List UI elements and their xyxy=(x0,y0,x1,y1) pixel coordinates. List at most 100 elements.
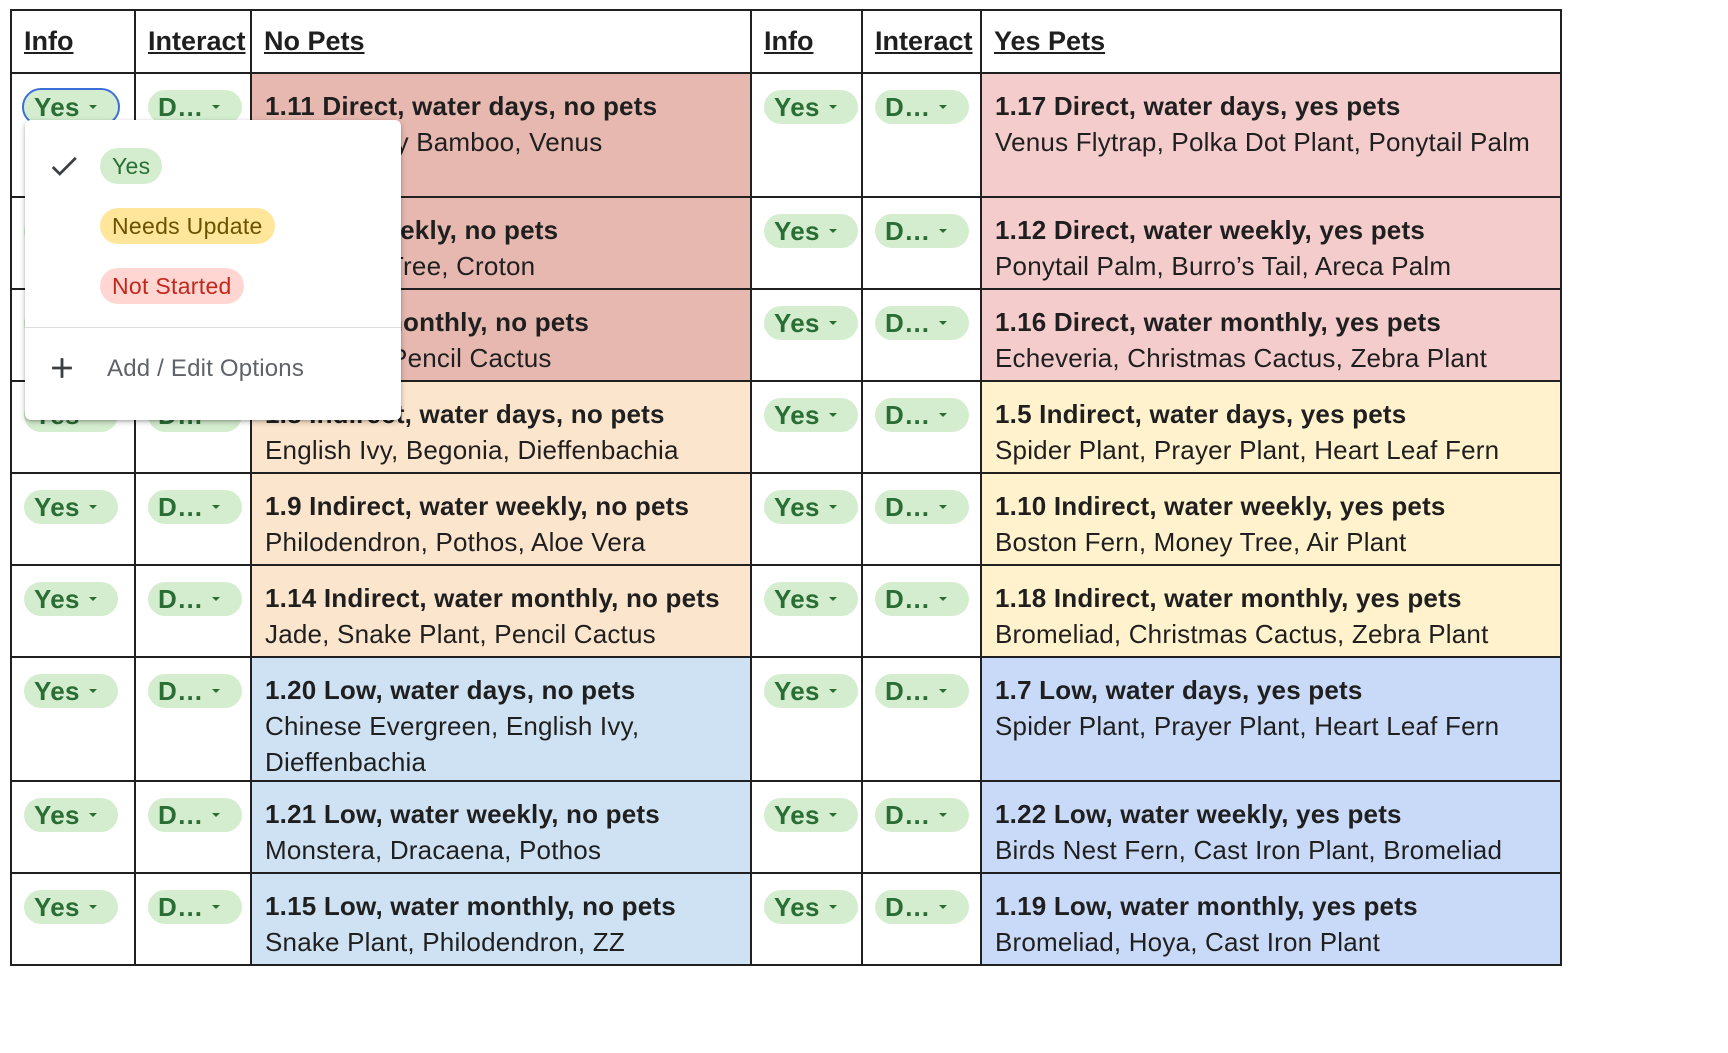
info-left-chip[interactable]: Yes xyxy=(24,674,118,708)
info-left-chip[interactable]: Yes xyxy=(22,88,120,126)
caret-down-icon xyxy=(939,105,948,109)
info-right-chip[interactable]: Yes xyxy=(764,890,858,924)
interact-left-cell[interactable]: D… xyxy=(134,656,252,782)
plant-group-title: 1.7 Low, water days, yes pets xyxy=(995,675,1363,705)
info-left-chip[interactable]: Yes xyxy=(24,798,118,832)
yes-pets-cell[interactable]: 1.22 Low, water weekly, yes pets Birds Ne… xyxy=(980,780,1562,874)
info-left-chip[interactable]: Yes xyxy=(24,890,118,924)
yes-pets-cell[interactable]: 1.7 Low, water days, yes pets Spider Plan… xyxy=(980,656,1562,782)
header-interact-right[interactable]: Interact xyxy=(861,9,982,74)
interact-right-chip[interactable]: D… xyxy=(875,90,969,124)
header-yes-pets[interactable]: Yes Pets xyxy=(980,9,1562,74)
interact-left-cell[interactable]: D… xyxy=(134,780,252,874)
info-right-chip[interactable]: Yes xyxy=(764,214,858,248)
interact-right-chip[interactable]: D… xyxy=(875,490,969,524)
caret-down-icon xyxy=(88,105,97,109)
interact-left-chip[interactable]: D… xyxy=(148,490,242,524)
interact-left-chip[interactable]: D… xyxy=(148,890,242,924)
interact-right-chip[interactable]: D… xyxy=(875,398,969,432)
plant-group-title: 1.19 Low, water monthly, yes pets xyxy=(995,891,1418,921)
yes-pets-cell[interactable]: 1.18 Indirect, water monthly, yes pets Br… xyxy=(980,564,1562,658)
plant-group-title: 1.9 Indirect, water weekly, no pets xyxy=(265,491,690,521)
plant-group-title: 1.22 Low, water weekly, yes pets xyxy=(995,799,1402,829)
interact-right-cell[interactable]: D… xyxy=(861,288,982,382)
plant-list: Spider Plant, Prayer Plant, Heart Leaf F… xyxy=(995,711,1500,741)
no-pets-cell[interactable]: 1.14 Indirect, water monthly, no pets Jad… xyxy=(250,564,752,658)
info-left-cell[interactable]: Yes xyxy=(10,656,136,782)
yes-pets-cell[interactable]: 1.12 Direct, water weekly, yes pets Ponyt… xyxy=(980,196,1562,290)
info-right-chip[interactable]: Yes xyxy=(764,90,858,124)
chip-label: Yes xyxy=(774,399,820,430)
info-left-cell[interactable]: Yes xyxy=(10,472,136,566)
table-row: Yes D… 1.14 Indirect, water monthly, no pe… xyxy=(10,564,1562,658)
option-not-started[interactable]: Not Started xyxy=(100,268,244,304)
chip-label: D… xyxy=(885,891,931,922)
yes-pets-cell[interactable]: 1.19 Low, water monthly, yes pets Bromeli… xyxy=(980,872,1562,966)
option-needs-update[interactable]: Needs Update xyxy=(100,208,275,244)
interact-left-chip[interactable]: D… xyxy=(148,582,242,616)
chip-label: D… xyxy=(885,91,931,122)
info-right-cell[interactable]: Yes xyxy=(750,288,863,382)
info-right-chip[interactable]: Yes xyxy=(764,490,858,524)
info-right-chip[interactable]: Yes xyxy=(764,674,858,708)
info-left-cell[interactable]: Yes xyxy=(10,872,136,966)
interact-left-chip[interactable]: D… xyxy=(148,674,242,708)
yes-pets-cell[interactable]: 1.16 Direct, water monthly, yes pets Eche… xyxy=(980,288,1562,382)
header-interact-left[interactable]: Interact xyxy=(134,9,252,74)
info-right-cell[interactable]: Yes xyxy=(750,72,863,198)
yes-pets-cell[interactable]: 1.5 Indirect, water days, yes pets Spider… xyxy=(980,380,1562,474)
interact-right-chip[interactable]: D… xyxy=(875,674,969,708)
option-yes[interactable]: Yes xyxy=(100,148,163,184)
interact-right-cell[interactable]: D… xyxy=(861,656,982,782)
interact-left-cell[interactable]: D… xyxy=(134,564,252,658)
no-pets-cell[interactable]: 1.15 Low, water monthly, no pets Snake Pl… xyxy=(250,872,752,966)
yes-pets-cell[interactable]: 1.10 Indirect, water weekly, yes pets Bos… xyxy=(980,472,1562,566)
chip-label: D… xyxy=(885,799,931,830)
interact-right-chip[interactable]: D… xyxy=(875,306,969,340)
interact-right-chip[interactable]: D… xyxy=(875,214,969,248)
header-no-pets[interactable]: No Pets xyxy=(250,9,752,74)
info-right-cell[interactable]: Yes xyxy=(750,872,863,966)
header-info-right[interactable]: Info xyxy=(750,9,863,74)
chip-label: D… xyxy=(885,491,931,522)
no-pets-cell[interactable]: 1.9 Indirect, water weekly, no pets Philo… xyxy=(250,472,752,566)
info-left-cell[interactable]: Yes xyxy=(10,564,136,658)
yes-pets-cell[interactable]: 1.17 Direct, water days, yes pets Venus F… xyxy=(980,72,1562,198)
info-right-cell[interactable]: Yes xyxy=(750,380,863,474)
interact-right-chip[interactable]: D… xyxy=(875,890,969,924)
interact-right-chip[interactable]: D… xyxy=(875,582,969,616)
status-table: Info Interact No Pets Info Interact Yes … xyxy=(10,9,1562,966)
interact-right-chip[interactable]: D… xyxy=(875,798,969,832)
interact-right-cell[interactable]: D… xyxy=(861,472,982,566)
no-pets-cell[interactable]: 1.21 Low, water weekly, no pets Monstera,… xyxy=(250,780,752,874)
info-right-chip[interactable]: Yes xyxy=(764,398,858,432)
header-info-left[interactable]: Info xyxy=(10,9,136,74)
interact-right-cell[interactable]: D… xyxy=(861,780,982,874)
info-right-chip[interactable]: Yes xyxy=(764,582,858,616)
no-pets-cell[interactable]: 1.20 Low, water days, no pets Chinese Eve… xyxy=(250,656,752,782)
info-right-cell[interactable]: Yes xyxy=(750,564,863,658)
caret-down-icon xyxy=(212,597,221,601)
chip-label: D… xyxy=(158,891,204,922)
interact-right-cell[interactable]: D… xyxy=(861,380,982,474)
info-right-cell[interactable]: Yes xyxy=(750,196,863,290)
interact-right-cell[interactable]: D… xyxy=(861,196,982,290)
chip-label: D… xyxy=(158,91,204,122)
add-edit-options-button[interactable]: Add / Edit Options xyxy=(25,343,401,393)
interact-left-chip[interactable]: D… xyxy=(148,90,242,124)
info-left-cell[interactable]: Yes xyxy=(10,780,136,874)
interact-right-cell[interactable]: D… xyxy=(861,72,982,198)
interact-right-cell[interactable]: D… xyxy=(861,564,982,658)
caret-down-icon xyxy=(212,905,221,909)
info-left-chip[interactable]: Yes xyxy=(24,582,118,616)
info-right-chip[interactable]: Yes xyxy=(764,798,858,832)
info-right-cell[interactable]: Yes xyxy=(750,656,863,782)
interact-left-chip[interactable]: D… xyxy=(148,798,242,832)
info-right-chip[interactable]: Yes xyxy=(764,306,858,340)
interact-left-cell[interactable]: D… xyxy=(134,472,252,566)
info-right-cell[interactable]: Yes xyxy=(750,472,863,566)
info-left-chip[interactable]: Yes xyxy=(24,490,118,524)
interact-left-cell[interactable]: D… xyxy=(134,872,252,966)
interact-right-cell[interactable]: D… xyxy=(861,872,982,966)
info-right-cell[interactable]: Yes xyxy=(750,780,863,874)
